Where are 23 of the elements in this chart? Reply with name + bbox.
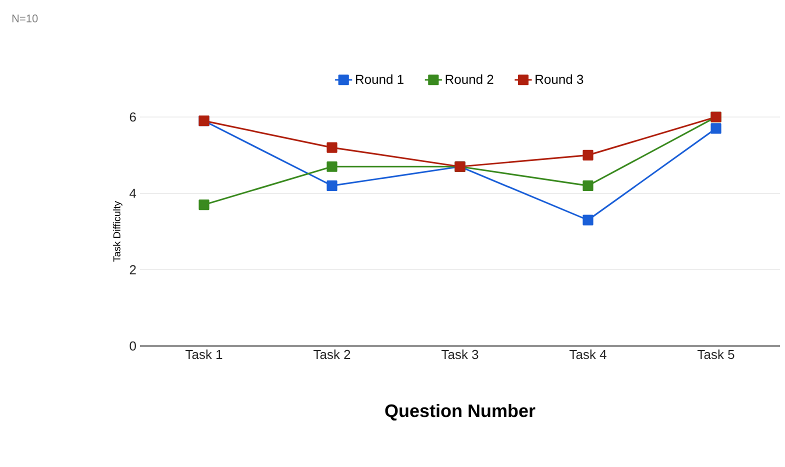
point <box>198 199 210 210</box>
y-tick-label: 2 <box>130 265 136 274</box>
legend-label: Round 3 <box>536 74 584 84</box>
point <box>582 180 594 192</box>
point <box>710 123 722 134</box>
x-axis-title: Question Number <box>385 404 536 421</box>
text: N=10 <box>12 14 38 22</box>
y-tick-label: 6 <box>130 112 136 122</box>
legend-label: Round 1 <box>356 74 404 84</box>
y-tick-label: 4 <box>130 188 136 198</box>
point <box>582 214 594 226</box>
x-tick-label: Task 5 <box>698 350 734 360</box>
point <box>326 180 338 192</box>
y-axis-title: Task Difficulty <box>113 201 122 262</box>
point <box>326 161 338 172</box>
x-tick-label: Task 1 <box>186 350 222 360</box>
x-tick-label: Task 4 <box>570 350 606 360</box>
legend-label: Round 2 <box>446 74 494 84</box>
y-tick-label: 0 <box>130 341 136 351</box>
x-tick-label: Task 3 <box>442 350 478 360</box>
x-tick-label: Task 2 <box>314 350 350 360</box>
point <box>326 142 338 153</box>
point <box>582 150 594 160</box>
